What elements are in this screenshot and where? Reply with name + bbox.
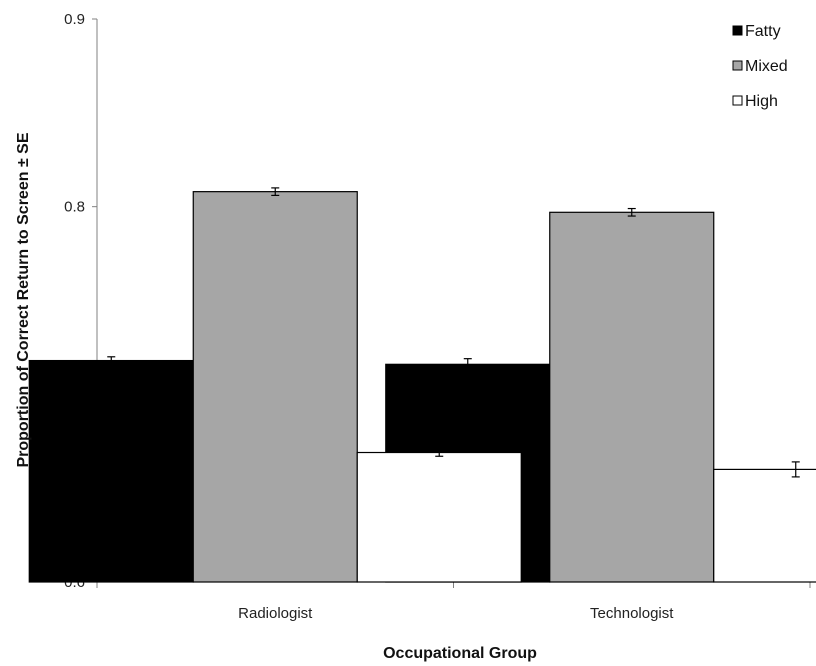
bar-mixed-technologist xyxy=(549,211,715,583)
bar-mixed-radiologist xyxy=(192,191,358,583)
legend-label-mixed: Mixed xyxy=(745,58,788,75)
x-axis-title: Occupational Group xyxy=(383,645,537,662)
legend-swatch-high xyxy=(732,95,743,106)
x-tick-label: Technologist xyxy=(590,605,674,622)
legend-swatch-fatty xyxy=(732,25,743,36)
bar-fatty-radiologist xyxy=(28,359,194,583)
legend-label-high: High xyxy=(745,93,778,110)
bar-high-technologist xyxy=(713,468,816,583)
x-ticks: Radiologist Technologist xyxy=(96,582,811,622)
bars xyxy=(28,191,816,583)
y-tick-label: 0.9 xyxy=(64,11,85,28)
legend-swatch-mixed xyxy=(732,60,743,71)
legend-label-fatty: Fatty xyxy=(745,23,781,40)
y-tick-label: 0.8 xyxy=(64,199,85,216)
error-bars xyxy=(107,187,800,478)
y-axis-title: Proportion of Correct Return to Screen ±… xyxy=(15,132,32,467)
legend: Fatty Mixed High xyxy=(732,23,788,110)
bar-high-radiologist xyxy=(356,451,522,583)
x-tick-label: Radiologist xyxy=(238,605,313,622)
